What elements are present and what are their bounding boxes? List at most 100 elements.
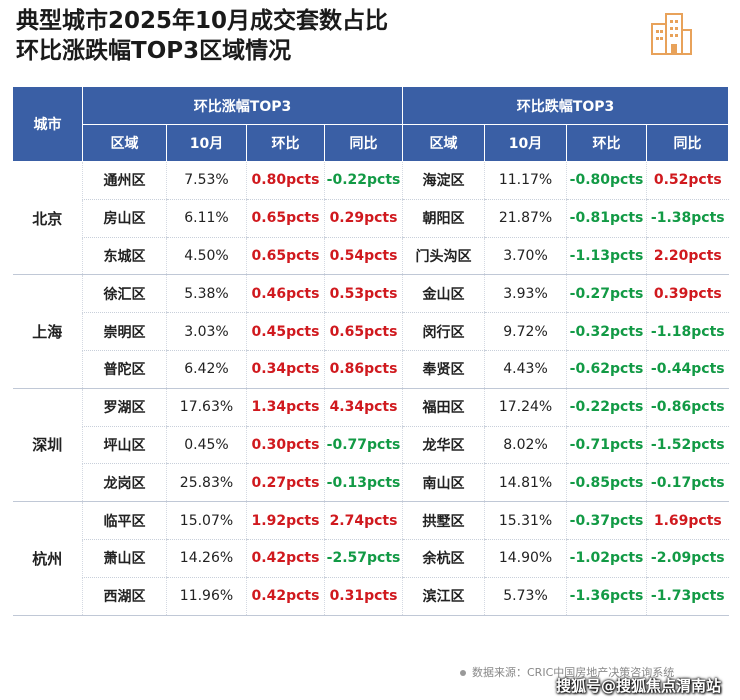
up-mom-change-cell: 0.46pcts: [246, 274, 325, 314]
group-header-up: 环比涨幅TOP3: [81, 86, 404, 125]
up-mom-change-cell: 0.34pcts: [246, 350, 325, 389]
down-mom-change-cell: -0.32pcts: [566, 312, 647, 351]
down-mom-change-cell: -1.13pcts: [566, 237, 647, 276]
down-mom-change-cell: -0.37pcts: [566, 501, 647, 540]
up-yoy-change-cell: 0.65pcts: [323, 312, 403, 351]
up-yoy-change-cell: -0.77pcts: [323, 426, 403, 465]
down-district-cell: 龙华区: [402, 426, 485, 465]
up-district-cell: 东城区: [82, 237, 167, 276]
down-mom-change-cell: -1.36pcts: [566, 577, 647, 616]
col-header-oct: 10月: [484, 124, 568, 162]
down-district-cell: 福田区: [402, 388, 485, 427]
down-mom-change-cell: -0.71pcts: [566, 426, 647, 465]
up-mom-change-cell: 0.42pcts: [246, 577, 325, 616]
up-oct-share-cell: 6.11%: [166, 199, 247, 238]
table-row: 西湖区 11.96% 0.42pcts 0.31pcts 滨江区 5.73% -1.36pc…: [13, 577, 729, 616]
down-mom-change-cell: -0.80pcts: [566, 161, 647, 200]
table-row: 上海 徐汇区 5.38% 0.46pcts 0.53pcts 金山区 3.93% -0.27p…: [12, 274, 729, 389]
watermark: 搜狐号@搜狐焦点渭南站: [556, 677, 722, 695]
up-district-cell: 龙岗区: [82, 463, 167, 503]
down-district-cell: 拱墅区: [402, 501, 485, 540]
down-district-cell: 奉贤区: [402, 350, 485, 389]
up-yoy-change-cell: -2.57pcts: [323, 539, 403, 578]
col-header-mom: 环比: [566, 124, 648, 162]
down-district-cell: 朝阳区: [402, 199, 485, 238]
up-oct-share-cell: 0.45%: [166, 426, 247, 465]
down-district-cell: 余杭区: [402, 539, 485, 578]
table-body: 北京 通州区 7.53% 0.80pcts -0.22pcts 海淀区 11.17% -0.8…: [12, 161, 729, 616]
down-mom-change-cell: -0.62pcts: [566, 350, 647, 389]
up-district-cell: 罗湖区: [82, 388, 167, 427]
up-oct-share-cell: 6.42%: [166, 350, 247, 389]
up-district-cell: 临平区: [82, 501, 167, 540]
up-mom-change-cell: 1.92pcts: [246, 501, 325, 540]
down-yoy-change-cell: -0.86pcts: [646, 388, 729, 427]
table-row: 东城区 4.50% 0.65pcts 0.54pcts 门头沟区 3.70% -1.13pc…: [13, 237, 729, 276]
up-district-cell: 通州区: [82, 161, 167, 200]
up-mom-change-cell: 1.34pcts: [246, 388, 325, 427]
up-yoy-change-cell: 4.34pcts: [323, 388, 403, 427]
down-mom-change-cell: -0.81pcts: [566, 199, 647, 238]
table-row: 萧山区 14.26% 0.42pcts -2.57pcts 余杭区 14.90% -1.02…: [13, 539, 729, 578]
col-header-district: 区域: [402, 124, 486, 162]
page-title: 典型城市2025年10月成交套数占比 环比涨跌幅TOP3区域情况: [16, 6, 388, 66]
down-oct-share-cell: 15.31%: [484, 501, 567, 540]
down-mom-change-cell: -0.85pcts: [566, 463, 647, 503]
table-row: 崇明区 3.03% 0.45pcts 0.65pcts 闵行区 9.72% -0.32pct…: [13, 312, 729, 351]
table-row: 坪山区 0.45% 0.30pcts -0.77pcts 龙华区 8.02% -0.71pc…: [13, 426, 729, 465]
down-yoy-change-cell: -1.18pcts: [646, 312, 729, 351]
down-yoy-change-cell: -1.73pcts: [646, 577, 729, 616]
down-mom-change-cell: -0.27pcts: [566, 274, 647, 314]
up-oct-share-cell: 11.96%: [166, 577, 247, 616]
up-yoy-change-cell: 0.54pcts: [323, 237, 403, 276]
col-header-mom: 环比: [246, 124, 325, 162]
down-yoy-change-cell: -1.52pcts: [646, 426, 729, 465]
down-oct-share-cell: 21.87%: [484, 199, 567, 238]
down-mom-change-cell: -1.02pcts: [566, 539, 647, 578]
title-line-1: 典型城市2025年10月成交套数占比: [16, 8, 389, 34]
down-yoy-change-cell: -0.44pcts: [646, 350, 729, 389]
down-oct-share-cell: 5.73%: [484, 577, 567, 616]
up-oct-share-cell: 25.83%: [166, 463, 247, 503]
down-oct-share-cell: 17.24%: [484, 388, 567, 427]
down-oct-share-cell: 3.93%: [484, 274, 567, 314]
down-oct-share-cell: 3.70%: [484, 237, 567, 276]
down-yoy-change-cell: 0.52pcts: [646, 161, 729, 200]
down-oct-share-cell: 11.17%: [484, 161, 567, 200]
down-oct-share-cell: 4.43%: [484, 350, 567, 389]
col-header-yoy: 同比: [646, 124, 730, 162]
down-yoy-change-cell: -1.38pcts: [646, 199, 729, 238]
up-oct-share-cell: 3.03%: [166, 312, 247, 351]
table-row: 深圳 罗湖区 17.63% 1.34pcts 4.34pcts 福田区 17.24% -0.2…: [12, 388, 729, 503]
up-district-cell: 普陀区: [82, 350, 167, 389]
up-yoy-change-cell: -0.22pcts: [323, 161, 403, 200]
up-yoy-change-cell: 0.53pcts: [323, 274, 403, 314]
up-mom-change-cell: 0.30pcts: [246, 426, 325, 465]
down-oct-share-cell: 14.90%: [484, 539, 567, 578]
up-mom-change-cell: 0.45pcts: [246, 312, 325, 351]
up-district-cell: 坪山区: [82, 426, 167, 465]
building-logo-icon: [651, 13, 692, 55]
down-district-cell: 金山区: [402, 274, 485, 314]
city-cell: 深圳: [12, 388, 83, 503]
table-row: 普陀区 6.42% 0.34pcts 0.86pcts 奉贤区 4.43% -0.62pct…: [13, 350, 729, 389]
up-district-cell: 西湖区: [82, 577, 167, 616]
up-oct-share-cell: 4.50%: [166, 237, 247, 276]
up-mom-change-cell: 0.42pcts: [246, 539, 325, 578]
down-oct-share-cell: 9.72%: [484, 312, 567, 351]
up-yoy-change-cell: 2.74pcts: [323, 501, 403, 540]
up-mom-change-cell: 0.65pcts: [246, 199, 325, 238]
up-oct-share-cell: 14.26%: [166, 539, 247, 578]
down-oct-share-cell: 14.81%: [484, 463, 567, 503]
col-header-yoy: 同比: [323, 124, 404, 162]
city-cell: 上海: [12, 274, 83, 389]
down-yoy-change-cell: 1.69pcts: [646, 501, 729, 540]
up-oct-share-cell: 5.38%: [166, 274, 247, 314]
down-district-cell: 海淀区: [402, 161, 485, 200]
up-district-cell: 崇明区: [82, 312, 167, 351]
up-yoy-change-cell: 0.29pcts: [323, 199, 403, 238]
table-row: 北京 通州区 7.53% 0.80pcts -0.22pcts 海淀区 11.17% -0.8…: [12, 161, 729, 276]
up-yoy-change-cell: -0.13pcts: [323, 463, 403, 503]
col-header-oct: 10月: [166, 124, 247, 162]
up-yoy-change-cell: 0.86pcts: [323, 350, 403, 389]
